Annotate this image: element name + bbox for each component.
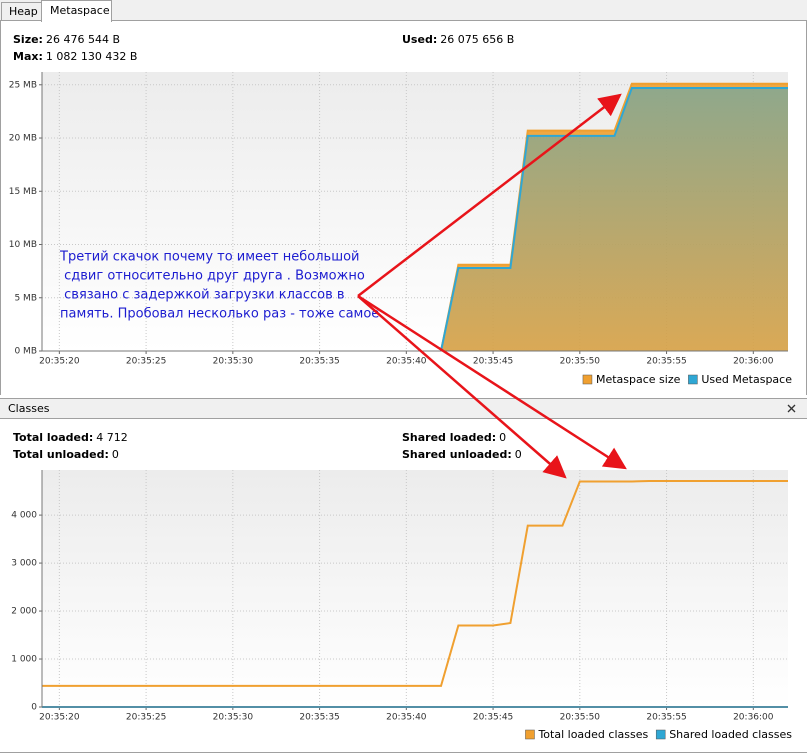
- y-tick-label: 0: [31, 703, 37, 713]
- y-tick-label: 2 000: [11, 607, 37, 617]
- legend-label: Metaspace size: [596, 373, 681, 386]
- tab-join: [42, 19, 111, 22]
- legend-swatch: [525, 729, 535, 740]
- annotation-arrow: [357, 93, 622, 297]
- annotation: память. Пробовал несколько раз - тоже са…: [60, 307, 379, 322]
- x-tick-label: 20:35:55: [646, 713, 686, 723]
- y-tick-label: 25 MB: [9, 80, 37, 90]
- x-tick-label: 20:35:40: [386, 713, 427, 723]
- x-tick-label: 20:35:45: [473, 713, 513, 723]
- x-tick-label: 20:35:35: [299, 713, 339, 723]
- info-label: Shared loaded:: [402, 431, 496, 444]
- series-line: [440, 82, 788, 352]
- info-value: 26 075 656 B: [440, 33, 514, 46]
- annotation: Третий скачок почему то имеет небольшой: [59, 250, 360, 265]
- info-label: Used:: [402, 33, 437, 46]
- x-tick-label: 20:35:20: [39, 713, 80, 723]
- info-value: 0: [499, 431, 506, 444]
- tab-bar: [0, 0, 807, 21]
- series-line: [42, 479, 788, 687]
- x-tick-label: 20:35:25: [126, 713, 166, 723]
- x-tick-label: 20:35:30: [213, 357, 254, 367]
- annotation: связано с задержкой загрузки классов в: [60, 288, 345, 303]
- annotation-arrow: [357, 294, 627, 470]
- info-label: Total unloaded:: [13, 448, 109, 461]
- info-label: Max:: [13, 50, 43, 63]
- annotation-arrow: [357, 295, 567, 479]
- info-value: 4 712: [96, 431, 128, 444]
- info-label: Shared unloaded:: [402, 448, 512, 461]
- x-tick-label: 20:35:45: [473, 357, 513, 367]
- x-tick-label: 20:35:30: [213, 713, 254, 723]
- x-tick-label: 20:36:00: [733, 713, 774, 723]
- x-tick-label: 20:35:50: [560, 357, 601, 367]
- legend-label: Shared loaded classes: [669, 728, 792, 741]
- y-tick-label: 10 MB: [9, 240, 37, 250]
- x-tick-label: 20:35:25: [126, 357, 166, 367]
- x-tick-label: 20:35:50: [560, 713, 601, 723]
- y-tick-label: 3 000: [11, 559, 37, 569]
- legend-swatch: [582, 374, 593, 385]
- y-tick-label: 20 MB: [9, 134, 37, 144]
- x-tick-label: 20:35:20: [39, 357, 80, 367]
- legend-label: Total loaded classes: [537, 728, 648, 741]
- info-value: 0: [515, 448, 522, 461]
- info-label: Size:: [13, 33, 43, 46]
- section-title: Classes: [8, 402, 50, 415]
- series-line: [440, 86, 788, 352]
- info-value: 0: [112, 448, 119, 461]
- legend-swatch: [655, 729, 666, 740]
- legend-label: Used Metaspace: [701, 373, 792, 386]
- close-button[interactable]: [787, 404, 796, 413]
- x-tick-label: 20:35:35: [299, 357, 339, 367]
- y-tick-label: 0 MB: [14, 347, 37, 357]
- x-tick-label: 20:36:00: [733, 357, 774, 367]
- info-value: 26 476 544 B: [46, 33, 120, 46]
- info-value: 1 082 130 432 B: [46, 50, 138, 63]
- x-tick-label: 20:35:55: [646, 357, 686, 367]
- tab-label[interactable]: Metaspace: [50, 4, 110, 17]
- x-tick-label: 20:35:40: [386, 357, 427, 367]
- tab-label[interactable]: Heap: [9, 5, 38, 18]
- y-tick-label: 15 MB: [9, 187, 37, 197]
- section-header: [0, 399, 807, 419]
- y-tick-label: 4 000: [11, 511, 37, 521]
- legend-swatch: [688, 374, 698, 385]
- y-tick-label: 5 MB: [14, 293, 37, 303]
- annotation: сдвиг относительно друг друга . Возможно: [60, 269, 365, 284]
- info-label: Total loaded:: [13, 431, 93, 444]
- area: [441, 87, 788, 352]
- plot-area: [42, 470, 788, 707]
- y-tick-label: 1 000: [11, 655, 37, 665]
